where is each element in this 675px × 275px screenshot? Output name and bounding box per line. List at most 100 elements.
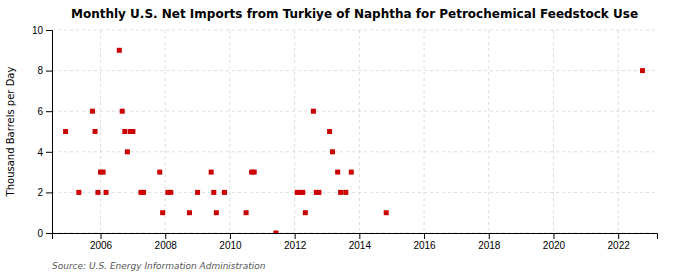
x-tick: 2008 (155, 233, 178, 251)
point (222, 190, 227, 195)
y-tick-label: 10 (32, 25, 44, 36)
point (303, 210, 308, 215)
plot: 2006 2008 2010 2012 2014 2016 2018 2020 2022 0 2 4 6… (32, 25, 658, 251)
x-tick-label: 2022 (608, 240, 631, 251)
y-grid-line (52, 30, 657, 31)
point (157, 170, 162, 175)
points (63, 48, 645, 233)
point (160, 210, 165, 215)
x-tick-mark (359, 233, 360, 239)
y-tick-mark (46, 71, 52, 72)
x-tick-mark (101, 233, 102, 239)
x-tick-mark (230, 233, 231, 239)
x-grid-line (294, 30, 295, 233)
point (130, 129, 135, 134)
y-tick-label: 2 (37, 187, 43, 198)
x-tick-mark (165, 233, 166, 239)
annotation: Source: U.S. Energy Information Administ… (52, 261, 266, 271)
y-tick: 4 (37, 147, 52, 158)
y-axis-line (46, 31, 53, 234)
y-grid-line (52, 70, 657, 71)
y-tick-mark (46, 30, 52, 31)
point (101, 170, 106, 175)
x-tick-mark (553, 233, 554, 239)
x-grid-line (618, 30, 619, 233)
y-axis: 0 2 4 6 8 10 (32, 25, 53, 239)
x-tick-mark (489, 233, 490, 239)
point (349, 170, 354, 175)
grid (52, 30, 657, 233)
x-grid-line (553, 30, 554, 233)
x-tick-label: 2020 (543, 240, 566, 251)
x-tick-label: 2012 (284, 240, 307, 251)
point (252, 170, 257, 175)
y-tick: 6 (37, 106, 52, 117)
x-tick-label: 2016 (413, 240, 436, 251)
x-tick: 2022 (608, 233, 631, 251)
point (343, 190, 348, 195)
point (384, 210, 389, 215)
title: Monthly U.S. Net Imports from Turkiye of… (71, 7, 638, 21)
y-tick: 10 (32, 25, 52, 36)
x-grid-line (488, 30, 489, 233)
y-tick: 2 (37, 187, 52, 198)
point (90, 109, 95, 114)
y-tick-label: 6 (37, 106, 43, 117)
y-grid-line (52, 151, 657, 152)
x-tick-label: 2018 (478, 240, 501, 251)
x-grid-line (424, 30, 425, 233)
point (640, 68, 645, 73)
point (141, 190, 146, 195)
y-tick-mark (46, 152, 52, 153)
y-tick-label: 4 (37, 147, 43, 158)
point (117, 48, 122, 53)
point (335, 170, 340, 175)
x-tick-label: 2006 (90, 240, 113, 251)
point (209, 170, 214, 175)
point (316, 190, 321, 195)
x-tick-label: 2010 (219, 240, 242, 251)
x-grid-line (229, 30, 230, 233)
x-tick-mark (618, 233, 619, 239)
point (211, 190, 216, 195)
point (120, 109, 125, 114)
point (63, 129, 68, 134)
y-tick-mark (46, 233, 52, 234)
point (195, 190, 200, 195)
x-grid-line (165, 30, 166, 233)
point (214, 210, 219, 215)
y-grid-line (52, 111, 657, 112)
y-tick-mark (46, 192, 52, 193)
point (311, 109, 316, 114)
x-tick: 2016 (413, 233, 436, 251)
point (244, 210, 249, 215)
point (95, 190, 100, 195)
x-tick: 2020 (543, 233, 566, 251)
x-tick: 2018 (478, 233, 501, 251)
point (125, 149, 130, 154)
point (122, 129, 127, 134)
x-tick-label: 2014 (349, 240, 372, 251)
point (104, 190, 109, 195)
x-tick: 2006 (90, 233, 113, 251)
x-grid-line (100, 30, 101, 233)
point (338, 190, 343, 195)
x-grid-line (359, 30, 360, 233)
point (327, 129, 332, 134)
y-tick: 0 (37, 228, 52, 239)
point (187, 210, 192, 215)
x-axis: 2006 2008 2010 2012 2014 2016 2018 2020 2022 (53, 233, 658, 251)
point (273, 231, 278, 234)
y-axis-title: Thousand Barrels per Day (5, 67, 16, 198)
x-tick: 2012 (284, 233, 307, 251)
x-axis-line (53, 234, 658, 240)
point (300, 190, 305, 195)
x-tick-mark (295, 233, 296, 239)
x-tick-label: 2008 (155, 240, 178, 251)
y-tick-mark (46, 111, 52, 112)
chart: 2006 2008 2010 2012 2014 2016 2018 2020 2022 0 2 4 6… (0, 0, 675, 275)
x-tick-mark (424, 233, 425, 239)
point (76, 190, 81, 195)
y-tick-label: 8 (37, 65, 43, 76)
y-tick-label: 0 (37, 228, 43, 239)
